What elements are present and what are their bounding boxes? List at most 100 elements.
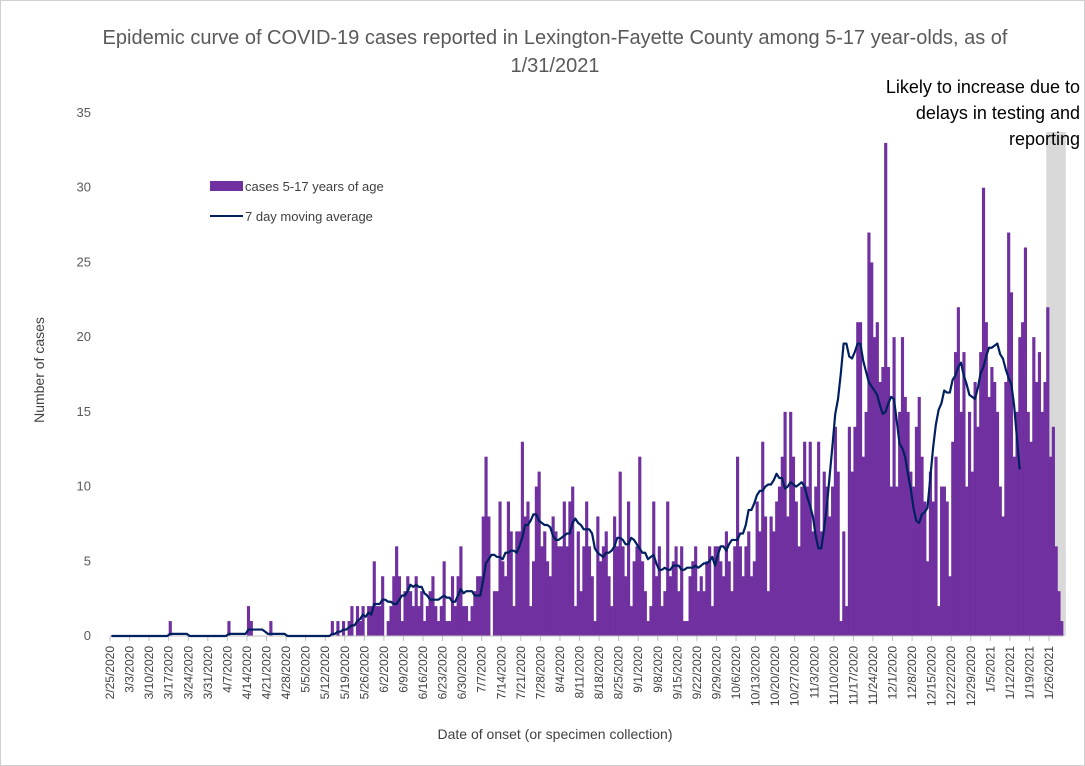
- y-tick-label: 30: [77, 180, 91, 195]
- case-bar: [1046, 307, 1050, 636]
- case-bar: [895, 486, 899, 636]
- case-bar: [330, 621, 334, 636]
- case-bar: [912, 486, 916, 636]
- case-bar: [372, 561, 376, 636]
- case-bar: [685, 621, 689, 636]
- x-tick-label: 5/19/2020: [338, 646, 352, 700]
- case-bar: [509, 531, 513, 636]
- legend-item-cases: cases 5-17 years of age: [210, 176, 384, 196]
- case-bar: [420, 591, 424, 636]
- case-bar: [439, 606, 443, 636]
- case-bar: [467, 621, 471, 636]
- case-bar: [884, 142, 888, 636]
- x-tick-label: 6/30/2020: [455, 646, 469, 700]
- x-tick-label: 2/25/2020: [103, 646, 117, 700]
- case-bar: [448, 621, 452, 636]
- case-bar: [587, 546, 592, 636]
- case-bar: [534, 486, 538, 636]
- case-bar: [858, 322, 863, 636]
- case-bar: [629, 606, 633, 636]
- case-bar: [657, 546, 661, 636]
- case-bar: [378, 606, 382, 636]
- case-bar: [660, 606, 664, 636]
- x-tick-label: 4/14/2020: [240, 646, 254, 700]
- y-axis-label: Number of cases: [31, 317, 47, 423]
- case-bar: [551, 516, 555, 636]
- case-bar: [492, 591, 497, 636]
- case-bar: [970, 471, 974, 636]
- case-bar: [861, 456, 865, 636]
- case-bar: [501, 561, 505, 636]
- case-bar: [621, 546, 625, 636]
- case-bar: [1026, 411, 1030, 636]
- case-bar: [917, 396, 921, 636]
- case-bar: [358, 621, 362, 636]
- case-bar: [406, 576, 410, 636]
- case-bar: [545, 561, 550, 636]
- case-bar: [934, 456, 938, 636]
- case-bar: [769, 516, 773, 636]
- case-bar: [506, 501, 510, 636]
- case-bar: [954, 352, 958, 636]
- case-bar: [428, 591, 432, 636]
- case-bar: [1015, 411, 1019, 636]
- case-bar: [797, 546, 801, 636]
- case-bar: [487, 516, 491, 636]
- case-bar: [585, 501, 589, 636]
- case-bar: [680, 546, 684, 636]
- case-bar: [850, 471, 854, 636]
- case-bar: [691, 561, 695, 636]
- case-bar: [462, 606, 466, 636]
- case-bar: [445, 621, 449, 636]
- case-bar: [979, 352, 983, 636]
- case-bar: [836, 471, 840, 636]
- x-tick-label: 11/10/2020: [827, 646, 841, 705]
- case-bar: [442, 561, 446, 636]
- legend-item-average: 7 day moving average: [210, 206, 384, 226]
- x-tick-label: 1/12/2021: [1003, 646, 1017, 700]
- case-bar: [663, 591, 667, 636]
- case-bar: [926, 561, 930, 636]
- case-bar: [763, 516, 768, 636]
- case-bar: [450, 576, 455, 636]
- case-bar: [889, 486, 893, 636]
- case-bar: [478, 576, 483, 636]
- case-bar: [1035, 381, 1039, 636]
- case-bar: [948, 576, 952, 636]
- case-bar: [940, 486, 944, 636]
- case-bar: [705, 561, 709, 636]
- case-bar: [752, 561, 756, 636]
- case-bar: [867, 232, 871, 637]
- x-tick-labels: 2/25/2020 3/3/2020 3/10/2020 3/17/2020 3/24/…: [103, 646, 1056, 706]
- case-bar: [543, 531, 547, 636]
- case-bar: [562, 501, 566, 636]
- case-bar: [923, 501, 927, 636]
- x-tick-label: 11/17/2020: [846, 646, 860, 705]
- case-bar: [805, 486, 810, 636]
- case-bar: [856, 322, 860, 636]
- case-bar: [367, 606, 371, 636]
- case-bar: [839, 621, 843, 636]
- x-tick-label: 12/22/2020: [944, 646, 958, 706]
- case-bar: [350, 606, 354, 636]
- case-bar: [1051, 426, 1055, 636]
- case-bar: [1054, 546, 1058, 636]
- case-bar: [548, 576, 552, 636]
- legend-swatch-bar: [210, 181, 243, 191]
- case-bar: [417, 606, 421, 636]
- x-tick-label: 4/7/2020: [220, 646, 234, 693]
- case-bar: [604, 531, 608, 636]
- x-tick-label: 9/22/2020: [690, 646, 704, 700]
- x-axis-label: Date of onset (or specimen collection): [437, 726, 673, 742]
- case-bar: [436, 621, 441, 636]
- x-tick-label: 11/3/2020: [807, 646, 821, 699]
- case-bar: [791, 456, 796, 636]
- x-tick-label: 6/2/2020: [377, 646, 391, 693]
- case-bar: [777, 486, 782, 636]
- case-bar: [559, 546, 564, 636]
- x-tick-label: 6/9/2020: [396, 646, 410, 693]
- case-bar: [713, 546, 717, 636]
- case-bar: [504, 576, 508, 636]
- x-tick-label: 12/15/2020: [925, 646, 939, 706]
- case-bar: [464, 606, 469, 636]
